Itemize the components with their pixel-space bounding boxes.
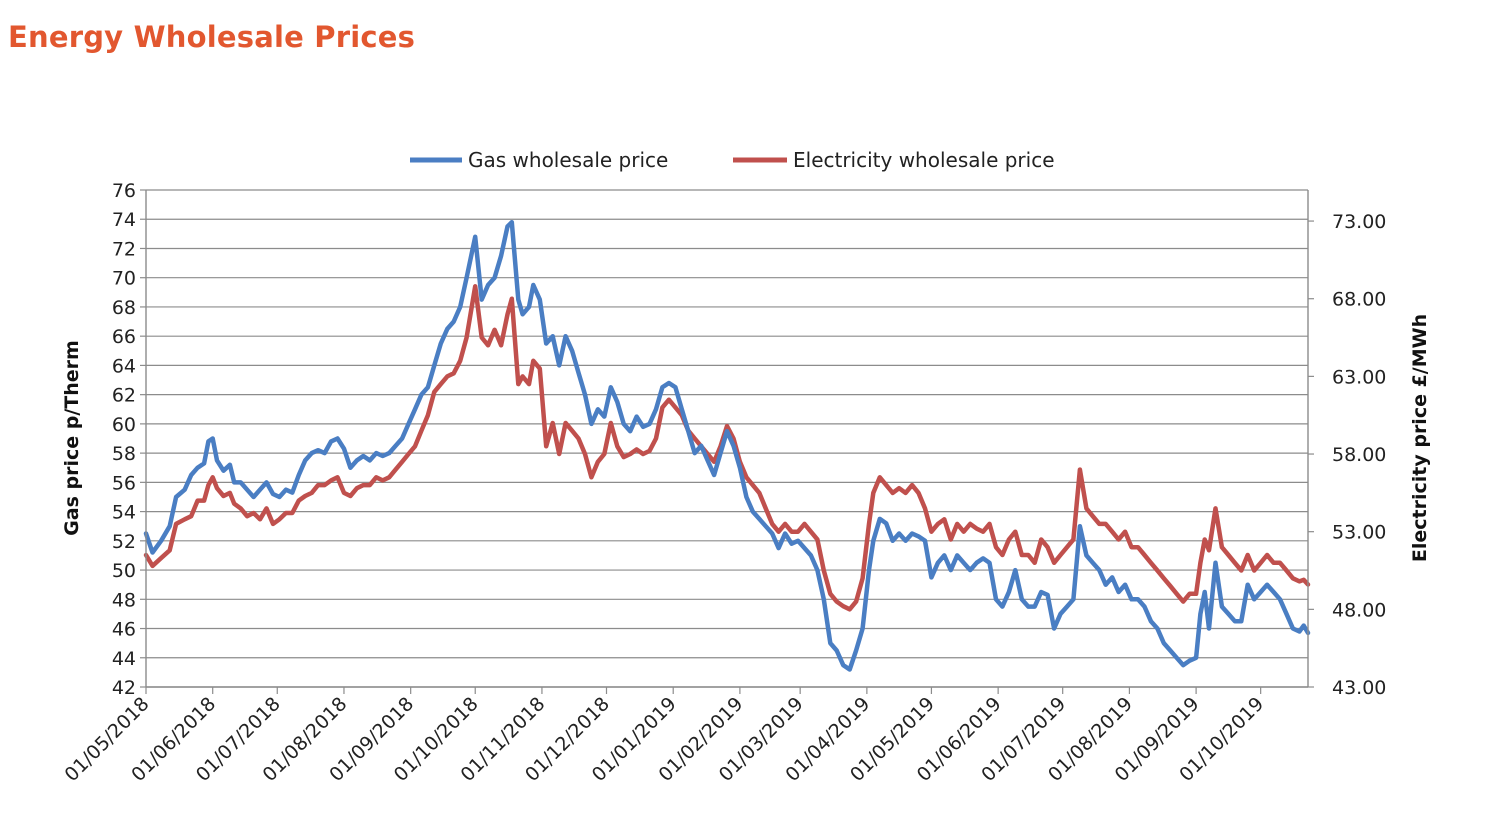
y-left-axis-title: Gas price p/Therm [61, 340, 83, 536]
y-left-tick-label: 62 [112, 385, 136, 407]
legend-electricity-label: Electricity wholesale price [793, 148, 1055, 172]
y-right-tick-label: 43.00 [1332, 677, 1386, 699]
y-right-tick-label: 58.00 [1332, 444, 1386, 466]
y-left-tick-label: 66 [112, 326, 136, 348]
y-right-tick-label: 63.00 [1332, 366, 1386, 388]
y-left-tick-label: 72 [112, 238, 136, 260]
y-right-tick-label: 73.00 [1332, 211, 1386, 233]
y-left-tick-label: 76 [112, 180, 136, 202]
y-left-tick-label: 56 [112, 472, 136, 494]
y-right-axis-title: Electricity price £/MWh [1409, 314, 1431, 562]
gas-price-line [143, 219, 1311, 672]
electricity-price-line [143, 284, 1311, 612]
axes: 42 44 46 48 50 52 54 56 58 60 62 64 66 68 70 72 74 76 43.0… [61, 180, 1387, 786]
y-left-tick-label: 64 [112, 355, 136, 377]
y-left-tick-label: 58 [112, 443, 136, 465]
y-left-tick-label: 70 [112, 268, 136, 290]
y-left-tick-label: 60 [112, 414, 136, 436]
series-layer [143, 219, 1311, 672]
y-left-tick-label: 54 [112, 502, 136, 524]
y-left-tick-label: 50 [112, 560, 136, 582]
y-right-tick-label: 68.00 [1332, 289, 1386, 311]
y-left-tick-label: 44 [112, 648, 136, 670]
chart-legend: Gas wholesale price Electricity wholesal… [410, 148, 1055, 172]
y-left-tick-label: 46 [112, 619, 136, 641]
y-left-tick-label: 52 [112, 531, 136, 553]
y-left-tick-label: 74 [112, 209, 136, 231]
y-right-tick-label: 48.00 [1332, 599, 1386, 621]
page-title: Energy Wholesale Prices [8, 20, 416, 54]
legend-gas-label: Gas wholesale price [468, 148, 668, 172]
y-left-tick-label: 42 [112, 677, 136, 699]
y-left-tick-label: 68 [112, 297, 136, 319]
y-left-tick-label: 48 [112, 589, 136, 611]
y-right-tick-label: 53.00 [1332, 522, 1386, 544]
